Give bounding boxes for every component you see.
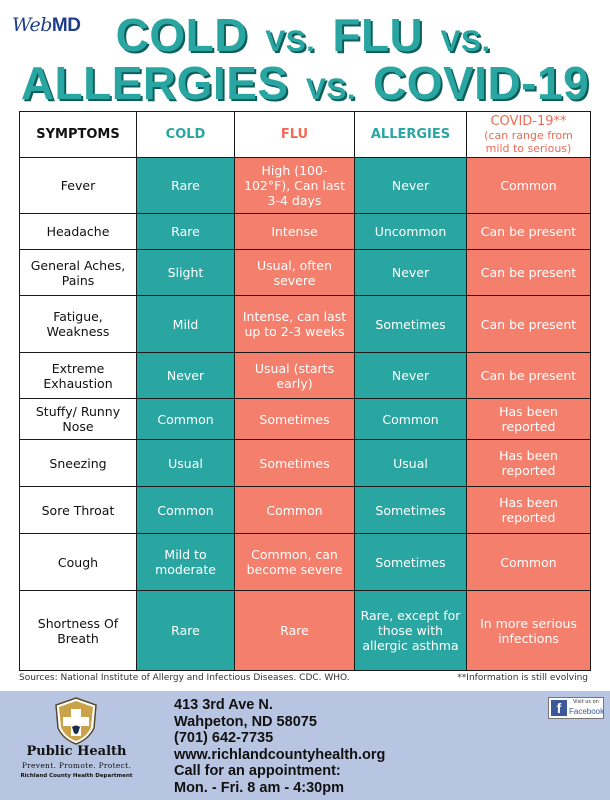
flu-cell: Usual, often severe xyxy=(234,249,355,296)
header-cold: COLD xyxy=(136,111,235,158)
org-department: Richland County Health Department xyxy=(20,773,133,779)
symptom-cell: Stuffy/ Runny Nose xyxy=(19,398,137,440)
title-vs: VS. xyxy=(440,25,491,58)
address-line-1: 413 3rd Ave N. xyxy=(174,697,273,713)
allergies-cell: Common xyxy=(354,398,467,440)
office-hours: Mon. - Fri. 8 am - 4:30pm xyxy=(174,779,344,796)
allergies-cell: Never xyxy=(354,249,467,296)
allergies-cell: Sometimes xyxy=(354,486,467,534)
footnote-text: **Information is still evolving xyxy=(457,673,588,683)
table-header-row: SYMPTOMS COLD FLU ALLERGIES COVID-19** (… xyxy=(19,111,591,158)
allergies-cell: Usual xyxy=(354,439,467,487)
phone-number[interactable]: (701) 642-7735 xyxy=(174,730,274,746)
table-row: Sneezing Usual Sometimes Usual Has been repo… xyxy=(19,439,591,487)
symptom-cell: Shortness Of Breath xyxy=(19,590,137,671)
allergies-cell: Sometimes xyxy=(354,533,467,591)
covid-cell: Has been reported xyxy=(466,398,591,440)
header-flu: FLU xyxy=(234,111,355,158)
symptom-cell: Sore Throat xyxy=(19,486,137,534)
flu-cell: High (100-102°F), Can last 3-4 days xyxy=(234,157,355,214)
flu-cell: Common xyxy=(234,486,355,534)
covid-cell: Can be present xyxy=(466,249,591,296)
flu-cell: Intense, can last up to 2-3 weeks xyxy=(234,295,355,353)
flu-cell: Sometimes xyxy=(234,398,355,440)
symptom-cell: Fever xyxy=(19,157,137,214)
covid-cell: Can be present xyxy=(466,295,591,353)
symptom-comparison-table: SYMPTOMS COLD FLU ALLERGIES COVID-19** (… xyxy=(19,111,591,671)
table-row: Cough Mild to moderate Common, can become … xyxy=(19,533,591,591)
allergies-cell: Never xyxy=(354,157,467,214)
covid-cell: Has been reported xyxy=(466,486,591,534)
facebook-badge[interactable]: f Visit us on Facebook xyxy=(548,697,604,719)
title-flu: FLU xyxy=(332,9,424,61)
header-covid-label: COVID-19** xyxy=(490,114,567,129)
symptom-cell: Extreme Exhaustion xyxy=(19,352,137,399)
cold-cell: Common xyxy=(136,486,235,534)
cold-cell: Usual xyxy=(136,439,235,487)
cold-cell: Rare xyxy=(136,590,235,671)
allergies-cell: Rare, except for those with allergic ast… xyxy=(354,590,467,671)
symptom-cell: Headache xyxy=(19,213,137,250)
org-tagline: Prevent. Promote. Protect. xyxy=(21,761,132,770)
flu-cell: Intense xyxy=(234,213,355,250)
public-health-shield-icon xyxy=(55,697,97,745)
cold-cell: Common xyxy=(136,398,235,440)
flu-cell: Rare xyxy=(234,590,355,671)
title-cold: COLD xyxy=(115,9,248,61)
flu-cell: Usual (starts early) xyxy=(234,352,355,399)
title-covid: COVID-19 xyxy=(373,57,590,109)
symptom-cell: Sneezing xyxy=(19,439,137,487)
facebook-icon: f xyxy=(551,700,567,716)
cold-cell: Never xyxy=(136,352,235,399)
header-covid: COVID-19** (can range from mild to serio… xyxy=(466,111,591,158)
webmd-logo: WebMD xyxy=(12,14,81,36)
title-vs: VS. xyxy=(265,25,316,58)
covid-cell: Common xyxy=(466,157,591,214)
covid-cell: In more serious infections xyxy=(466,590,591,671)
footer: Public Health Prevent. Promote. Protect.… xyxy=(0,691,610,800)
cold-cell: Slight xyxy=(136,249,235,296)
table-row: Shortness Of Breath Rare Rare Rare, except … xyxy=(19,590,591,671)
appointment-text: Call for an appointment: xyxy=(174,763,341,779)
sources-text: Sources: National Institute of Allergy a… xyxy=(19,673,350,683)
cold-cell: Mild xyxy=(136,295,235,353)
table-row: Fever Rare High (100-102°F), Can last 3-4 … xyxy=(19,157,591,214)
cold-cell: Rare xyxy=(136,157,235,214)
covid-cell: Can be present xyxy=(466,352,591,399)
allergies-cell: Uncommon xyxy=(354,213,467,250)
contact-info: 413 3rd Ave N. Wahpeton, ND 58075 (701) … xyxy=(174,697,385,796)
org-name: Public Health xyxy=(26,744,127,759)
cold-cell: Mild to moderate xyxy=(136,533,235,591)
table-row: Fatigue, Weakness Mild Intense, can last u… xyxy=(19,295,591,353)
website-link[interactable]: www.richlandcountyhealth.org xyxy=(174,746,386,763)
cold-cell: Rare xyxy=(136,213,235,250)
symptom-cell: Fatigue, Weakness xyxy=(19,295,137,353)
table-row: Extreme Exhaustion Never Usual (starts ear… xyxy=(19,352,591,399)
covid-cell: Common xyxy=(466,533,591,591)
title-allergies: ALLERGIES xyxy=(20,57,289,109)
table-row: General Aches, Pains Slight Usual, often s… xyxy=(19,249,591,296)
table-row: Sore Throat Common Common Sometimes Has been… xyxy=(19,486,591,534)
covid-cell: Can be present xyxy=(466,213,591,250)
facebook-label: Facebook xyxy=(569,707,605,716)
facebook-visit-text: Visit us on xyxy=(573,699,599,705)
header-covid-sub: (can range from mild to serious) xyxy=(484,129,573,155)
table-row: Headache Rare Intense Uncommon Can be presen… xyxy=(19,213,591,250)
title-line-2: ALLERGIES VS. COVID-19 xyxy=(0,56,610,110)
title-vs: VS. xyxy=(305,73,356,106)
title-line-1: COLD VS. FLU VS. xyxy=(0,8,610,62)
public-health-logo: Public Health Prevent. Promote. Protect.… xyxy=(14,696,139,796)
address-line-2: Wahpeton, ND 58075 xyxy=(174,713,317,730)
table-row: Stuffy/ Runny Nose Common Sometimes Common H… xyxy=(19,398,591,440)
header-symptoms: SYMPTOMS xyxy=(19,111,137,158)
symptom-cell: Cough xyxy=(19,533,137,591)
covid-cell: Has been reported xyxy=(466,439,591,487)
allergies-cell: Never xyxy=(354,352,467,399)
flu-cell: Sometimes xyxy=(234,439,355,487)
header-allergies: ALLERGIES xyxy=(354,111,467,158)
flu-cell: Common, can become severe xyxy=(234,533,355,591)
allergies-cell: Sometimes xyxy=(354,295,467,353)
symptom-cell: General Aches, Pains xyxy=(19,249,137,296)
